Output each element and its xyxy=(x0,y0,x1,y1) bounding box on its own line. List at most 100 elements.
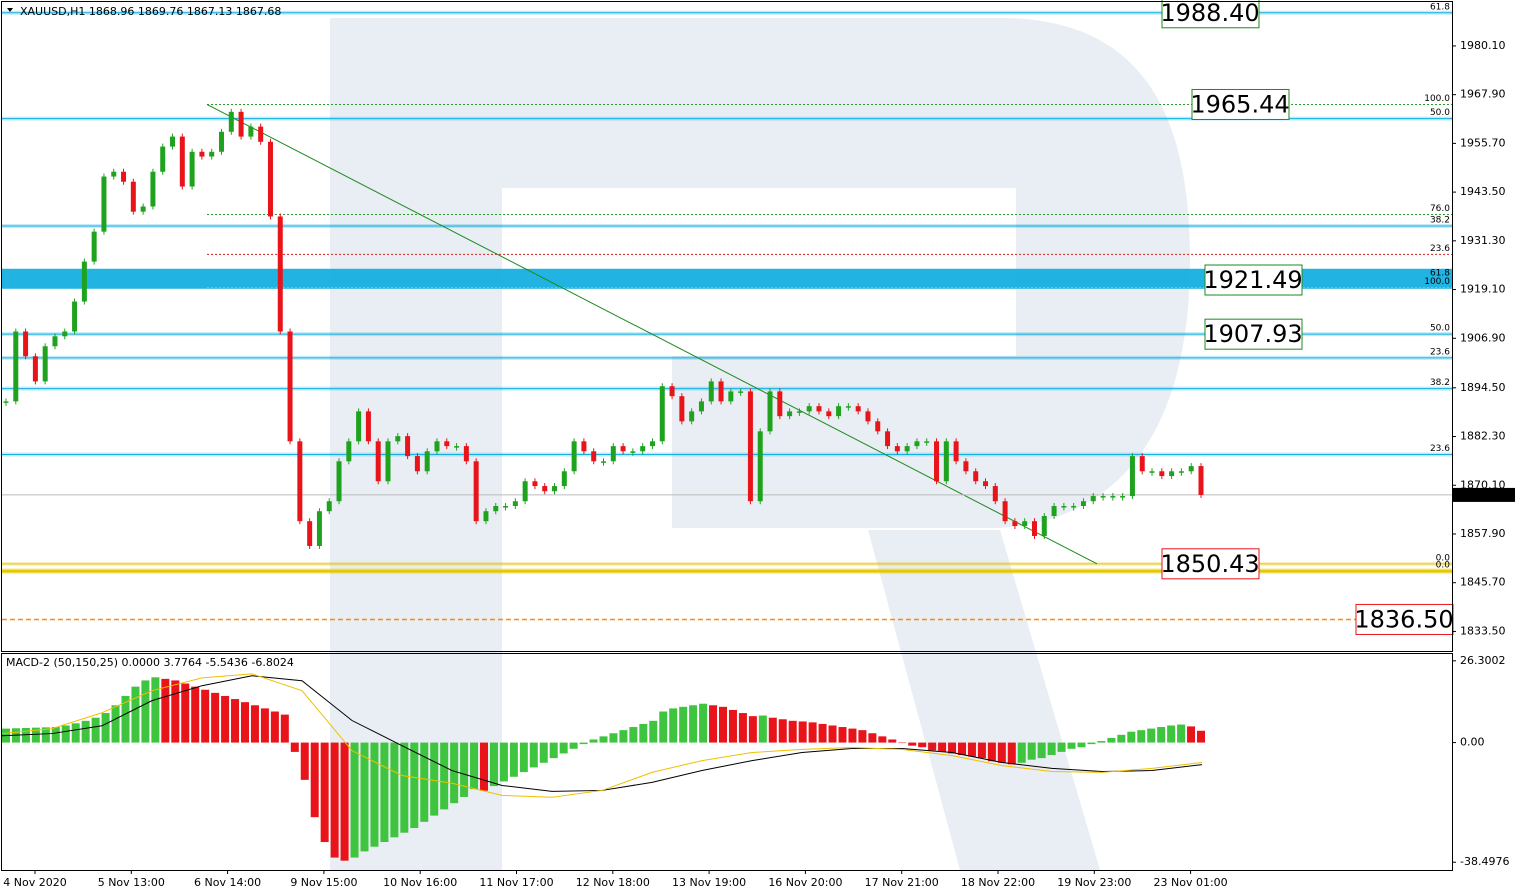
x-tick-label: 19 Nov 23:00 xyxy=(1057,876,1131,889)
candle-body xyxy=(865,411,871,422)
macd-bar xyxy=(161,678,170,743)
macd-bar xyxy=(250,705,259,743)
candle-body xyxy=(473,461,479,522)
candle-body xyxy=(101,176,107,232)
macd-bar xyxy=(679,706,688,743)
macd-bar xyxy=(1157,727,1166,743)
candle-body xyxy=(23,331,29,357)
candle-body xyxy=(983,481,989,487)
macd-bar xyxy=(529,742,538,768)
macd-bar xyxy=(171,680,180,743)
macd-bar xyxy=(1147,728,1156,743)
candle-body xyxy=(610,446,616,462)
macd-bar xyxy=(1187,726,1196,743)
fib-label: 50.0 xyxy=(1430,108,1450,118)
y-tick-label: 1894.50 xyxy=(1460,381,1506,394)
macd-bar xyxy=(838,727,847,743)
candle-body xyxy=(365,411,371,442)
candle-body xyxy=(973,471,979,482)
candle-body xyxy=(953,441,959,462)
x-tick-label: 17 Nov 21:00 xyxy=(865,876,939,889)
macd-bar xyxy=(569,742,578,749)
candle-body xyxy=(1198,466,1204,495)
fib-label: 100.0 xyxy=(1424,277,1450,287)
macd-bar xyxy=(888,739,897,743)
macd-bar xyxy=(290,742,299,752)
macd-bar xyxy=(808,722,817,743)
candle-body xyxy=(179,136,185,187)
candle-body xyxy=(395,436,401,442)
candle-body xyxy=(140,206,146,212)
x-tick-label: 13 Nov 19:00 xyxy=(672,876,746,889)
candle-body xyxy=(757,431,763,502)
macd-bar xyxy=(1027,742,1036,760)
trend-line xyxy=(206,104,1098,565)
current-price-label: 1867.68 xyxy=(1467,488,1513,501)
macd-bar xyxy=(639,723,648,743)
macd-bar xyxy=(1007,742,1016,765)
macd-bar xyxy=(1057,742,1066,752)
macd-bar xyxy=(987,742,996,762)
candle-body xyxy=(532,481,538,487)
macd-bar xyxy=(121,695,130,743)
price-label: 1850.43 xyxy=(1160,550,1259,578)
macd-bar xyxy=(1177,724,1186,743)
macd-bar xyxy=(91,717,100,743)
macd-bar xyxy=(201,689,210,743)
macd-bar xyxy=(450,742,459,804)
candle-body xyxy=(708,381,714,402)
x-tick-label: 6 Nov 14:00 xyxy=(194,876,261,889)
candle-body xyxy=(493,506,499,512)
macd-bar xyxy=(300,742,309,780)
macd-bar xyxy=(1197,730,1205,743)
macd-bar xyxy=(460,742,469,797)
candle-body xyxy=(405,436,411,457)
candle-body xyxy=(542,486,548,492)
macd-bar xyxy=(151,677,160,743)
candle-body xyxy=(1031,521,1037,536)
macd-bar xyxy=(211,692,220,743)
macd-bar xyxy=(370,742,379,847)
y-tick-label: 1955.70 xyxy=(1460,136,1506,149)
macd-bar xyxy=(320,742,329,843)
candle-body xyxy=(1051,506,1057,517)
candle-body xyxy=(81,261,87,302)
macd-bar xyxy=(340,742,349,861)
price-label: 1921.49 xyxy=(1203,266,1302,294)
macd-bar xyxy=(51,727,60,743)
macd-bar xyxy=(977,742,986,759)
candle-body xyxy=(160,146,166,172)
candle-body xyxy=(42,346,48,382)
macd-bar xyxy=(958,742,966,756)
candle-body xyxy=(649,441,655,447)
x-tick-label: 12 Nov 18:00 xyxy=(576,876,650,889)
fib-label: 0.0 xyxy=(1436,553,1451,563)
candle-body xyxy=(845,406,851,408)
macd-bar xyxy=(241,702,249,743)
candle-body xyxy=(904,446,910,452)
macd-bar xyxy=(539,742,548,763)
macd-bar xyxy=(360,742,369,852)
price-label: 1836.50 xyxy=(1354,605,1453,633)
candle-body xyxy=(1002,501,1008,522)
price-label-box xyxy=(1161,0,1260,29)
candle-body xyxy=(91,231,97,262)
macd-bar xyxy=(738,713,747,743)
macd-bar xyxy=(788,720,797,743)
candle-body xyxy=(287,331,293,442)
candle-body xyxy=(385,441,391,482)
candle-body xyxy=(121,171,127,182)
macd-bar xyxy=(489,742,498,787)
candle-body xyxy=(767,391,773,432)
x-tick-label: 23 Nov 01:00 xyxy=(1154,876,1228,889)
macd-bar xyxy=(559,742,568,754)
candle-body xyxy=(316,511,322,546)
macd-bar xyxy=(400,742,409,833)
macd-bar xyxy=(71,723,80,743)
candle-body xyxy=(434,441,440,452)
macd-bar xyxy=(928,742,937,751)
candle-body xyxy=(689,411,695,422)
candle-body xyxy=(630,451,636,453)
candle-body xyxy=(258,126,264,142)
menu-arrow[interactable] xyxy=(7,8,13,12)
